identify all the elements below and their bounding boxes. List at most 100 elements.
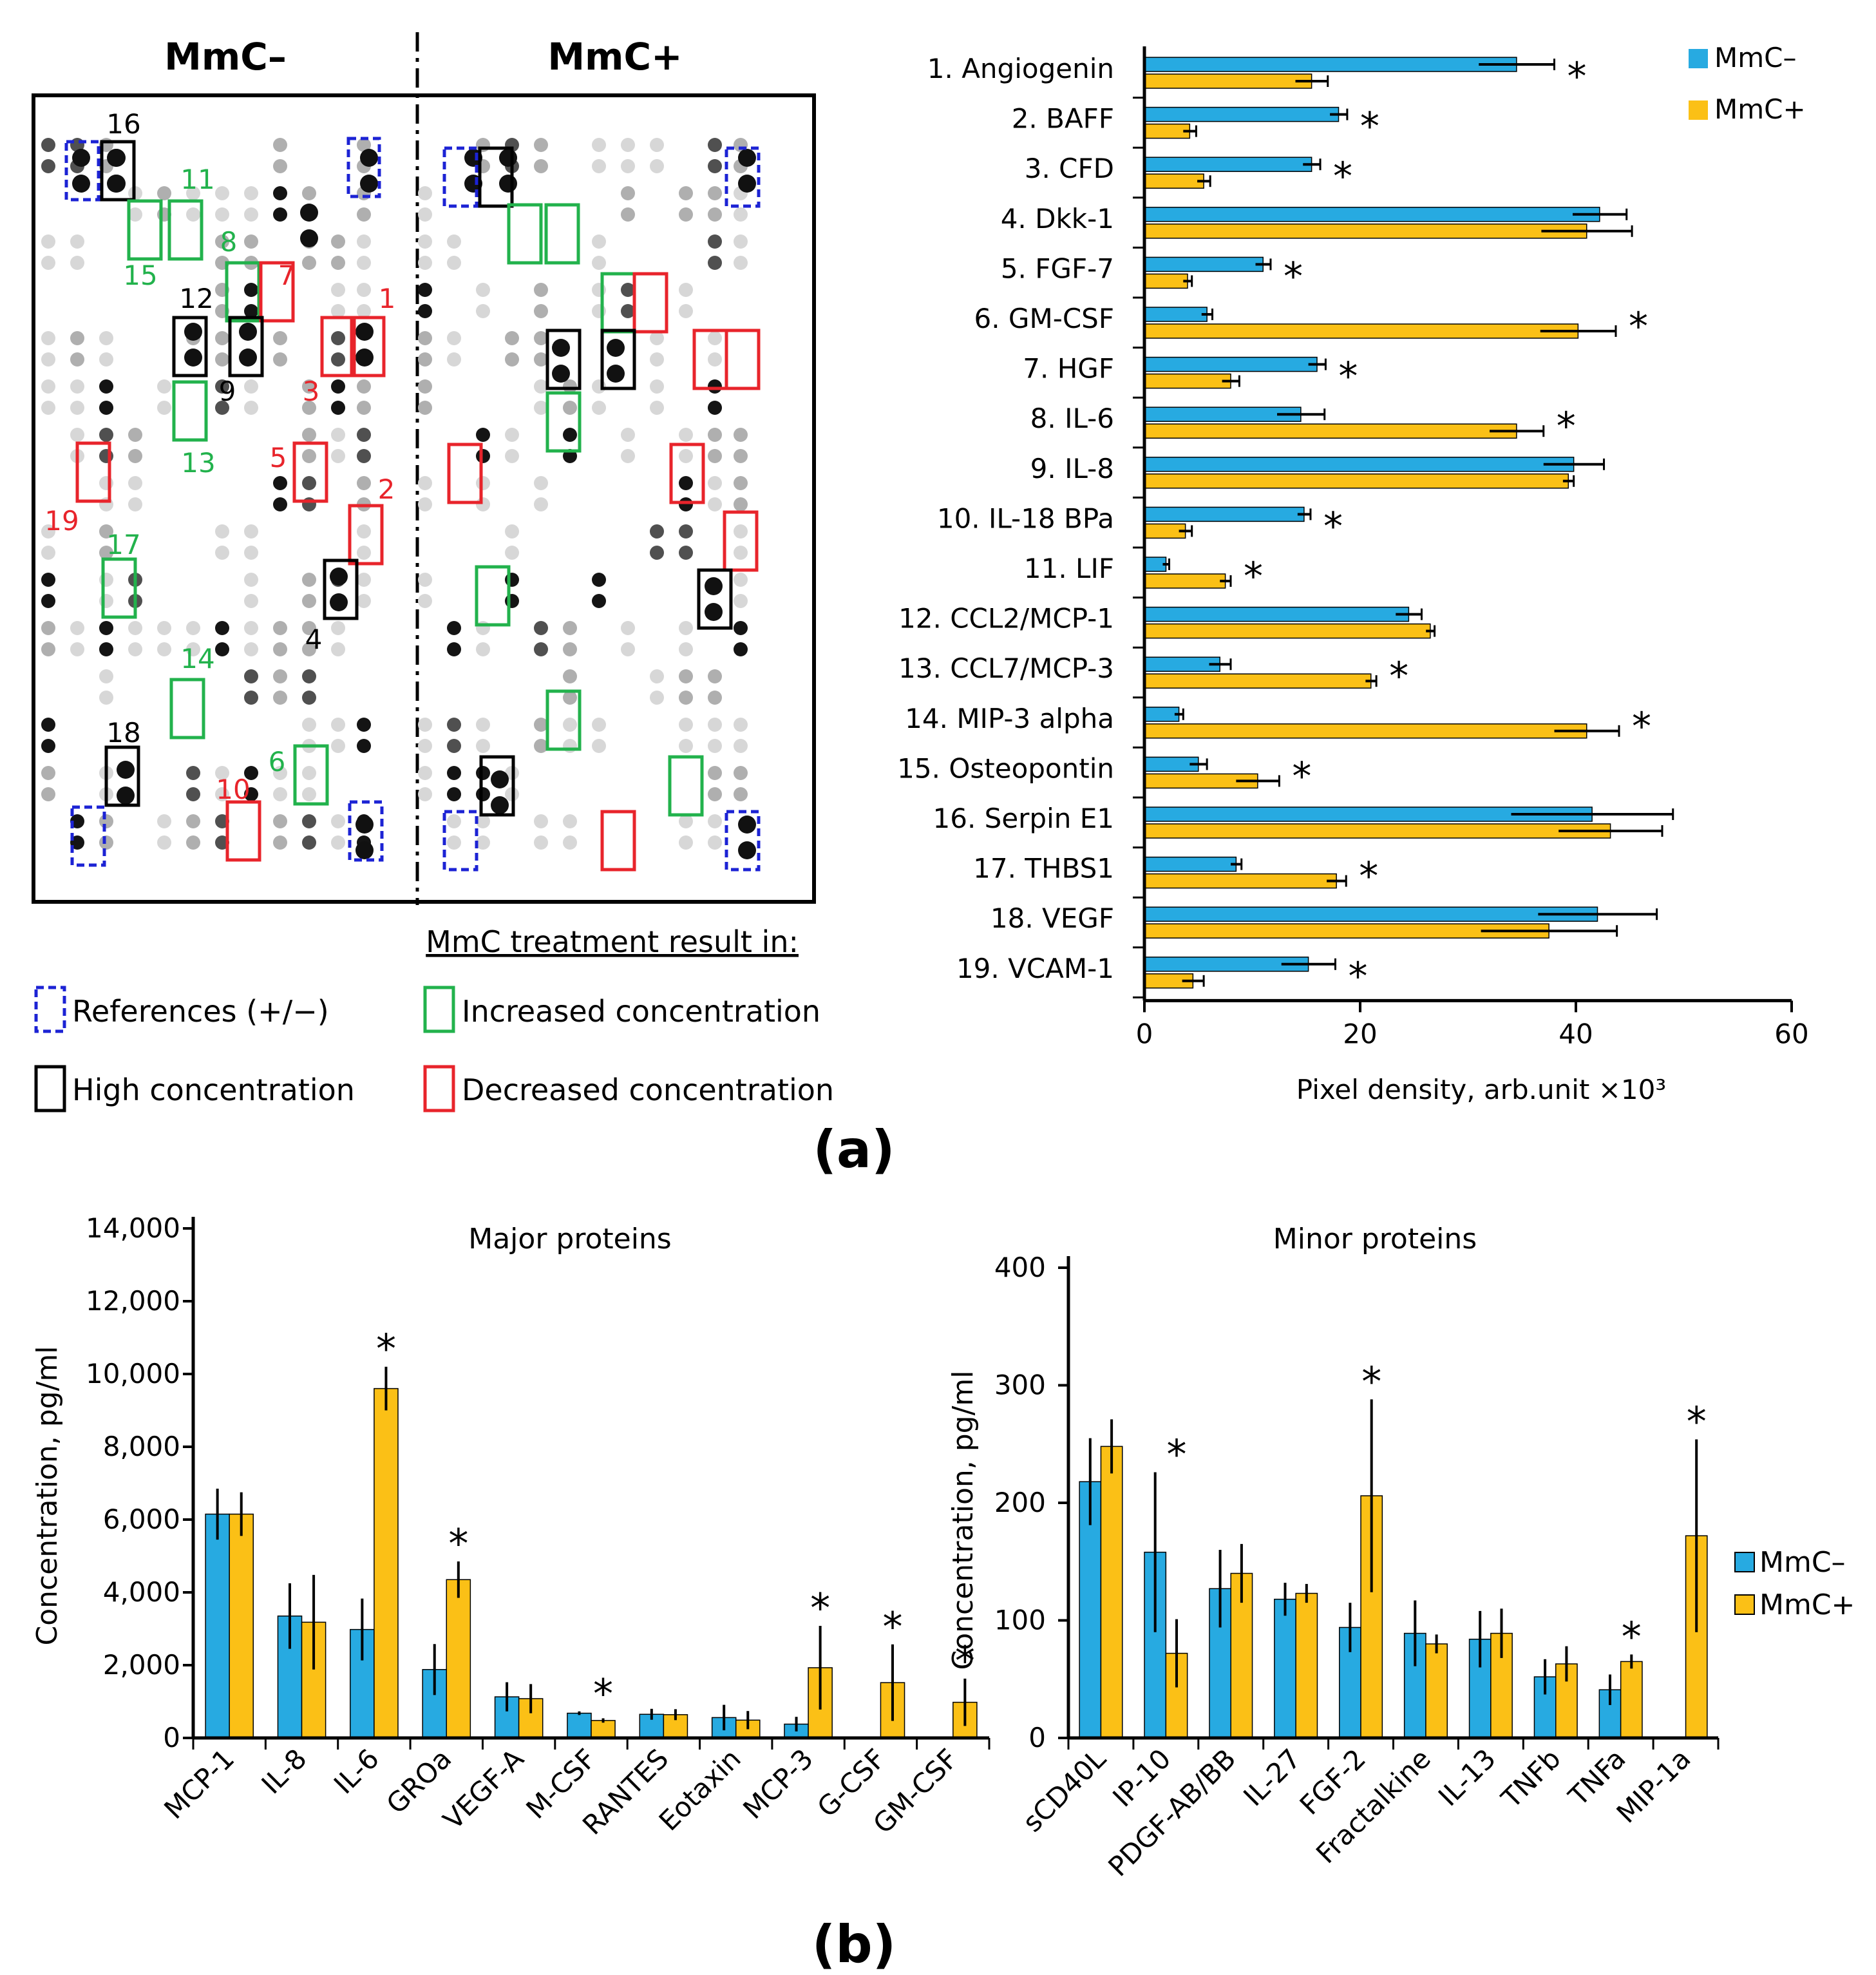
array-box-decreased: [669, 443, 705, 504]
array-spot: [41, 234, 55, 249]
array-spot: [418, 352, 432, 367]
array-spot: [679, 186, 693, 200]
hchart-bar-mmc-minus: [1144, 506, 1305, 522]
array-box-high: [100, 140, 136, 202]
array-spot: [331, 352, 345, 367]
array-spot: [708, 766, 722, 780]
array-spot-strong: [239, 323, 257, 341]
array-spot: [476, 476, 490, 490]
array-spot: [128, 476, 142, 490]
array-spot: [563, 814, 577, 828]
array-legend: MmC treatment result in: References (+/−…: [34, 924, 834, 1112]
array-spot: [418, 283, 432, 297]
array-spot: [215, 207, 229, 222]
array-spot: [157, 642, 171, 656]
hchart-legend: MmC– MmC+: [1689, 42, 1806, 125]
array-spot-strong: [300, 229, 318, 247]
legend-high-swatch: [34, 1065, 66, 1112]
array-spot: [186, 207, 200, 222]
array-spot: [418, 401, 432, 415]
array-spot: [41, 159, 55, 173]
array-box-decreased: [723, 510, 759, 572]
array-spot: [534, 497, 548, 511]
array-spot: [708, 379, 722, 394]
array-spot: [244, 546, 258, 560]
array-box-increased: [167, 199, 204, 261]
hchart-legend-swatch-mmc-plus: [1689, 100, 1708, 120]
minor-category-label: MIP-1a: [1611, 1742, 1697, 1829]
array-spot: [128, 428, 142, 442]
legend-reference-swatch: [34, 986, 66, 1033]
array-spot: [418, 304, 432, 318]
hchart-significance-marker: *: [1338, 354, 1358, 399]
array-callout-1: 1: [379, 283, 396, 314]
hchart-x-tick-label: 40: [1559, 1018, 1593, 1049]
array-callout-4: 4: [305, 624, 323, 655]
array-spot: [679, 449, 693, 463]
array-spot-strong: [360, 149, 378, 167]
array-spot: [563, 669, 577, 683]
array-spot: [70, 621, 84, 635]
array-box-reference: [64, 140, 100, 202]
hchart-significance-marker: *: [1389, 654, 1408, 699]
array-spot-strong: [72, 149, 90, 167]
array-spot: [592, 718, 606, 732]
array-spot: [273, 159, 287, 173]
array-box-increased: [545, 391, 582, 453]
array-spot: [418, 594, 432, 608]
hchart-category-label: 14. MIP-3 alpha: [905, 703, 1114, 734]
array-spot: [621, 428, 635, 442]
hchart-significance-marker: *: [1359, 854, 1378, 899]
array-spot-strong: [607, 365, 625, 383]
array-spot: [41, 594, 55, 608]
array-spot: [679, 428, 693, 442]
array-spot: [41, 621, 55, 635]
major-proteins-chart: Major proteins Concentration, pg/ml MCP-…: [31, 1212, 990, 1841]
array-callout-11: 11: [180, 164, 214, 195]
array-spot: [41, 401, 55, 415]
array-spot: [563, 642, 577, 656]
array-spot: [302, 573, 316, 587]
array-spot: [70, 401, 84, 415]
hchart-x-axis-label: Pixel density, arb.unit ×10³: [1296, 1074, 1666, 1105]
array-spot: [244, 304, 258, 318]
hchart-category-label: 12. CCL2/MCP-1: [898, 603, 1114, 634]
array-spot: [273, 835, 287, 850]
array-spot: [302, 449, 316, 463]
array-box-decreased: [632, 272, 668, 334]
array-spot: [563, 691, 577, 705]
array-spot: [621, 449, 635, 463]
array-box-increased: [545, 689, 582, 751]
major-significance-marker: *: [882, 1603, 902, 1650]
array-box-high: [697, 568, 733, 630]
array-spot: [70, 352, 84, 367]
array-spot: [592, 573, 606, 587]
array-spot: [215, 234, 229, 249]
array-spot: [331, 234, 345, 249]
array-spot: [357, 739, 371, 753]
hchart-significance-marker: *: [1629, 304, 1648, 349]
major-significance-marker: *: [955, 1637, 975, 1684]
array-spot: [679, 476, 693, 490]
array-spot: [357, 546, 371, 560]
array-box-reference: [725, 146, 761, 208]
hchart-category-label: 16. Serpin E1: [933, 803, 1114, 834]
array-spot: [273, 766, 287, 780]
array-spot: [476, 497, 490, 511]
array-spot: [273, 621, 287, 635]
array-spot: [244, 691, 258, 705]
minor-significance-marker: *: [1687, 1398, 1707, 1445]
array-spot: [302, 642, 316, 656]
array-spot: [99, 524, 113, 539]
array-spot: [734, 766, 748, 780]
major-y-tick-label: 4,000: [103, 1576, 180, 1608]
array-box-decreased: [350, 316, 386, 377]
array-spot: [679, 739, 693, 753]
hchart-bar-mmc-minus: [1144, 106, 1340, 122]
array-box-increased: [668, 755, 704, 817]
array-spot: [679, 718, 693, 732]
array-callout-10: 10: [216, 774, 250, 805]
hchart-significance-marker: *: [1244, 554, 1263, 599]
hchart-bar-mmc-minus: [1144, 606, 1410, 622]
major-significance-marker: *: [593, 1670, 613, 1717]
